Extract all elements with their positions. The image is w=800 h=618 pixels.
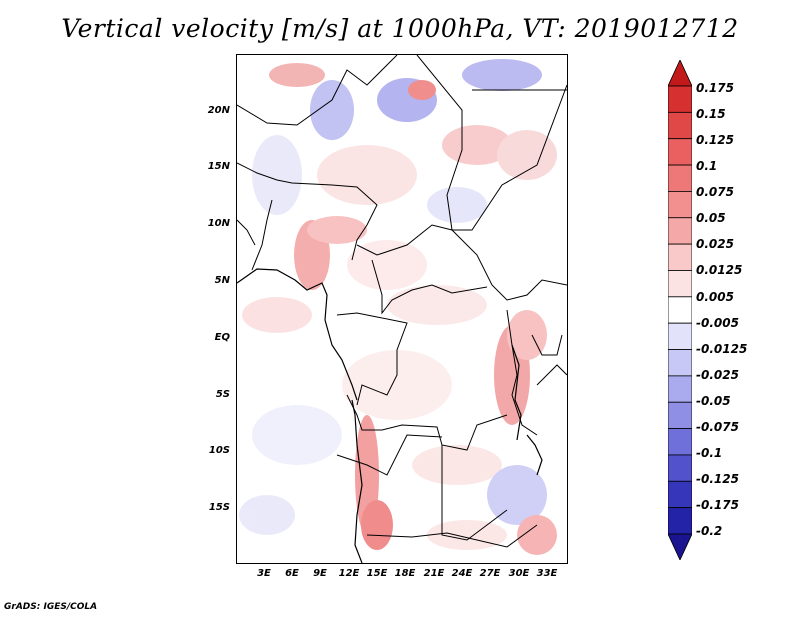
colorbar-swatch [668, 85, 692, 113]
lat-label-10n: 10N [207, 218, 230, 229]
map-plot-area [236, 54, 568, 564]
lon-label-30e: 30E [508, 568, 530, 579]
colorbar-swatch [668, 164, 692, 192]
colorbar-label: 0.0125 [696, 263, 743, 277]
lat-label-eq: EQ [214, 332, 230, 343]
colorbar-swatch [668, 296, 692, 324]
colorbar-label: 0.025 [696, 237, 734, 251]
lon-label-27e: 27E [479, 568, 501, 579]
map-canvas [237, 55, 567, 563]
lat-label-5s: 5S [215, 389, 230, 400]
colorbar-label: -0.005 [696, 316, 739, 330]
lat-label-15s: 15S [208, 502, 230, 513]
lon-label-33e: 33E [536, 568, 558, 579]
colorbar-label: -0.2 [696, 524, 723, 538]
colorbar-label: -0.0125 [696, 342, 748, 356]
colorbar-label: 0.15 [696, 107, 726, 121]
colorbar-label: 0.125 [696, 133, 734, 147]
lon-label-21e: 21E [423, 568, 445, 579]
colorbar-swatch [668, 507, 692, 535]
colorbar-label: 0.075 [696, 185, 734, 199]
lon-label-3e: 3E [257, 568, 271, 579]
colorbar-swatch [668, 270, 692, 298]
colorbar [668, 60, 692, 560]
lon-label-24e: 24E [451, 568, 473, 579]
colorbar-label: 0.05 [696, 211, 726, 225]
lat-label-15n: 15N [207, 161, 230, 172]
colorbar-swatch [668, 533, 692, 560]
colorbar-swatch [668, 138, 692, 166]
colorbar-swatch [668, 60, 692, 87]
colorbar-label: 0.175 [696, 81, 734, 95]
colorbar-label: -0.1 [696, 446, 723, 460]
colorbar-label: 0.1 [696, 159, 718, 173]
country-borders [237, 55, 567, 548]
colorbar-swatch [668, 111, 692, 140]
velocity-field [239, 59, 557, 555]
grads-credit: GrADS: IGES/COLA [4, 602, 98, 612]
lat-label-20n: 20N [207, 105, 230, 116]
colorbar-swatch [668, 349, 692, 377]
colorbar-swatch [668, 243, 692, 271]
lat-label-10s: 10S [208, 445, 230, 456]
colorbar-label: -0.125 [696, 472, 739, 486]
colorbar-label: -0.075 [696, 420, 739, 434]
lon-label-18e: 18E [394, 568, 416, 579]
colorbar-swatch [668, 322, 692, 350]
chart-title: Vertical velocity [m/s] at 1000hPa, VT: … [61, 14, 739, 43]
colorbar-swatch [668, 428, 692, 456]
colorbar-swatch [668, 217, 692, 245]
lat-label-5n: 5N [214, 275, 230, 286]
lon-label-12e: 12E [338, 568, 360, 579]
lon-label-6e: 6E [285, 568, 299, 579]
coastline [237, 268, 543, 563]
colorbar-label: -0.05 [696, 394, 731, 408]
lon-label-9e: 9E [313, 568, 327, 579]
lon-label-15e: 15E [366, 568, 388, 579]
colorbar-swatch [668, 480, 692, 509]
colorbar-label: 0.005 [696, 290, 734, 304]
colorbar-label: -0.025 [696, 368, 739, 382]
colorbar-swatch [668, 454, 692, 482]
colorbar-label: -0.175 [696, 498, 739, 512]
colorbar-swatch [668, 401, 692, 429]
colorbar-swatch [668, 375, 692, 403]
colorbar-swatch [668, 191, 692, 219]
